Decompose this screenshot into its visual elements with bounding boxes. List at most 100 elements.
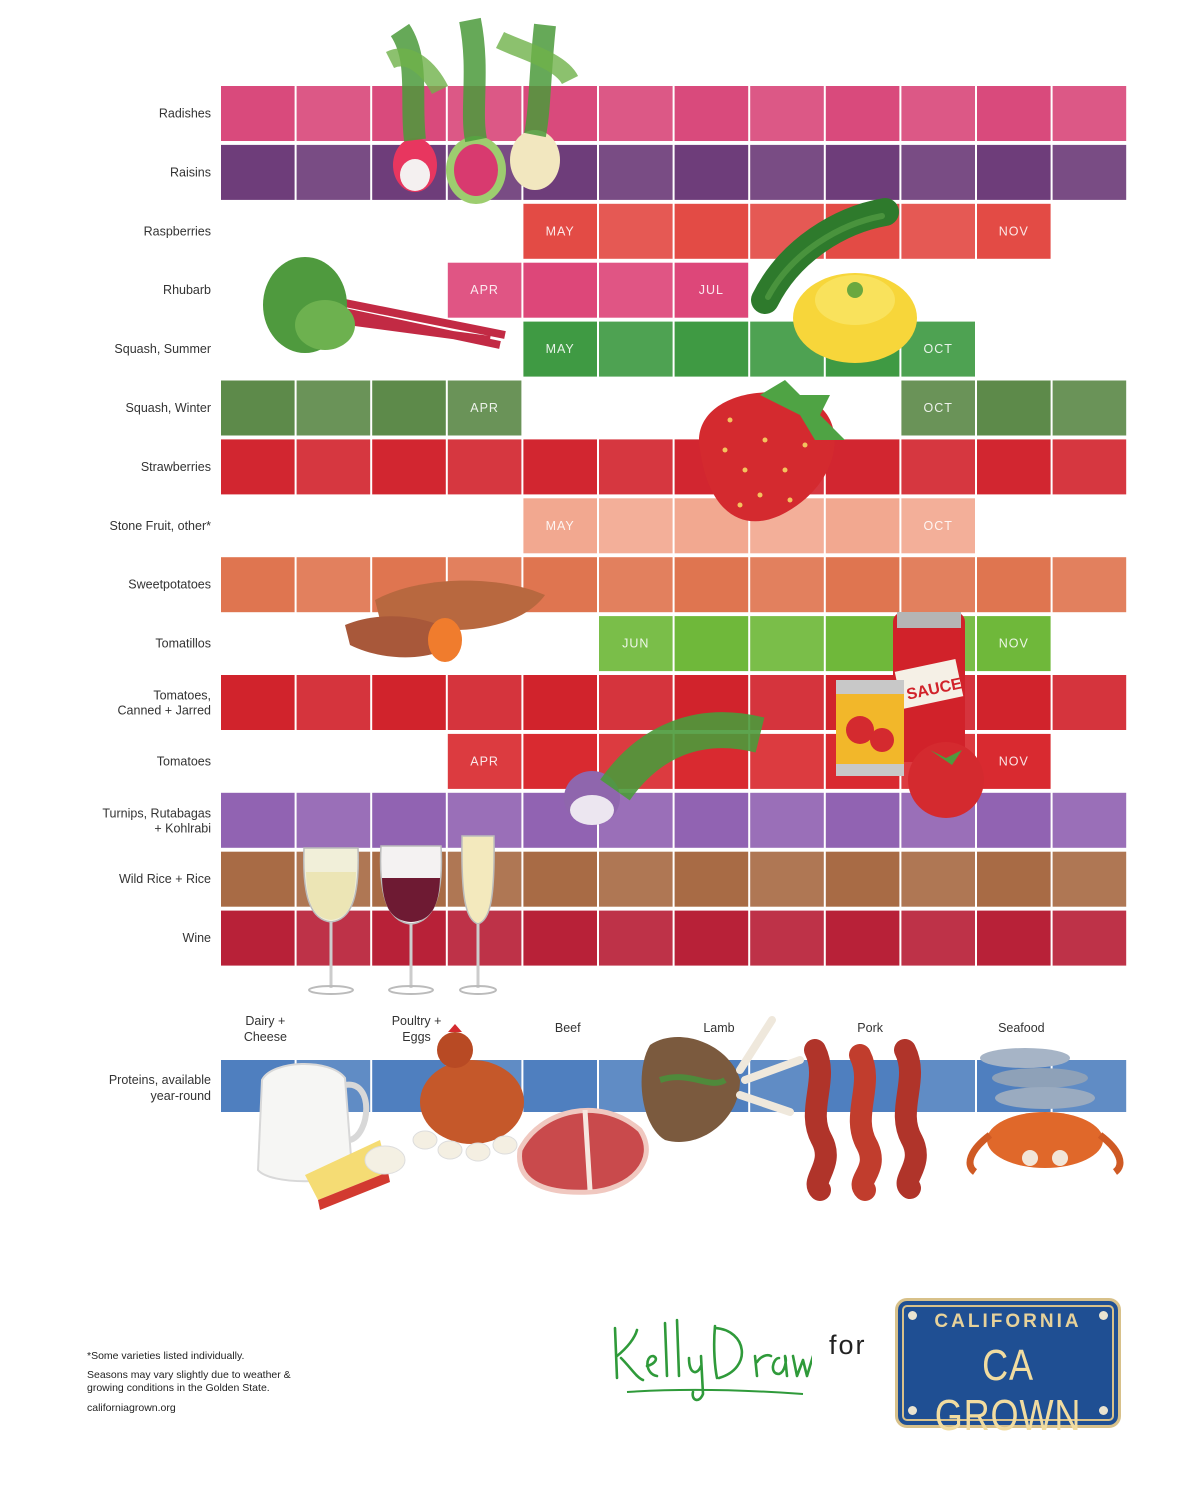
season-cell [447,733,522,789]
season-cell [221,792,295,848]
season-cell [599,203,673,259]
row-label: Tomatoes, [153,689,211,703]
season-cell [901,86,975,141]
bolt-icon [908,1311,917,1320]
footnote-varieties: *Some varieties listed individually. [87,1350,245,1362]
crab-icon [966,1112,1124,1175]
season-cell [977,86,1051,141]
season-cell [750,792,824,848]
start-month-label: MAY [546,519,575,533]
season-cell [674,792,749,848]
end-month-label: OCT [924,401,953,415]
kellydraws-signature-logo [613,1318,812,1402]
season-cell [674,203,749,259]
season-cell [825,910,900,966]
chart-rows: Radishes Raisins Raspberries MAY NOV Rhubarb A… [102,86,1127,966]
row-label: Tomatoes [157,754,211,768]
season-cell [674,557,749,613]
season-cell [674,144,749,200]
season-row: Squash, Winter APR OCT [126,380,1127,436]
credit-for-text: for [829,1330,867,1360]
season-cell [523,498,597,554]
season-cell [901,380,975,436]
row-label: Turnips, Rutabagas [102,806,211,820]
season-cell [1052,86,1127,141]
protein-label: Poultry + [392,1014,442,1028]
season-cell [674,262,749,318]
season-cell [447,675,522,730]
row-label: Raspberries [144,224,211,238]
seasonality-chart: Radishes Raisins Raspberries MAY NOV Rhubarb A… [102,17,1127,1210]
protein-label-line2: Eggs [402,1030,431,1044]
season-cell [447,380,522,436]
season-cell [750,851,824,907]
season-cell [1052,910,1127,966]
season-cell [1052,439,1127,495]
season-cell [296,792,371,848]
season-row: Stone Fruit, other* MAY OCT [110,498,975,554]
season-cell [901,144,975,200]
tomato-can-icon [836,680,904,776]
season-cell [825,792,900,848]
season-cell [221,144,295,200]
season-cell [825,616,900,672]
champagne-icon [459,835,497,995]
season-cell [523,910,597,966]
season-cell [221,851,295,907]
season-row: Tomatoes,Canned + Jarred [118,675,1127,730]
season-cell [372,792,446,848]
season-cell [977,792,1051,848]
season-cell [447,262,522,318]
season-cell [599,321,673,377]
bolt-icon [1099,1311,1108,1320]
season-cell [750,733,824,789]
season-cell [599,675,673,730]
footnote-url[interactable]: californiagrown.org [87,1402,176,1414]
zucchini-icon [751,198,899,314]
season-row: Sweetpotatoes [128,557,1127,613]
strawberry-icon [699,380,845,522]
start-month-label: MAY [546,224,575,238]
plate-main-text: CA GROWN [934,1341,1082,1440]
season-cell [296,86,371,141]
season-cell [523,439,597,495]
season-cell [674,851,749,907]
row-label: Raisins [170,165,211,179]
season-cell [901,498,975,554]
season-cell [977,616,1051,672]
season-cell [977,439,1051,495]
rhubarb-icon [263,257,506,353]
sweetpotato-icon [345,580,545,662]
row-label: Radishes [159,107,211,121]
season-cell [599,439,673,495]
chicken-icon [412,1024,524,1162]
row-label: Squash, Summer [114,342,211,356]
season-cell [296,439,371,495]
row-label: Wine [183,931,212,945]
row-label-line2: + Kohlrabi [154,821,211,835]
bolt-icon [1099,1406,1108,1415]
season-cell [825,498,900,554]
season-row: Raisins [170,144,1127,200]
protein-label: Dairy + [245,1014,285,1028]
season-cell [1052,557,1127,613]
season-cell [901,203,975,259]
bolt-icon [908,1406,917,1415]
season-cell [901,910,975,966]
season-cell [1052,144,1127,200]
season-cell [372,675,446,730]
season-row: Rhubarb APR JUL [163,262,749,318]
season-cell [977,910,1051,966]
fish-icon [980,1048,1095,1109]
plate-state-text: CALIFORNIA [934,1311,1082,1332]
season-cell [750,910,824,966]
season-cell [523,675,597,730]
season-cell [296,557,371,613]
ca-grown-license-plate-logo: CALIFORNIA CA GROWN [895,1298,1121,1440]
season-cell [523,321,597,377]
protein-label: Pork [857,1021,883,1035]
pattypan-squash-icon [793,273,917,363]
row-label: Strawberries [141,460,211,474]
season-cell [825,86,900,141]
season-cell [977,144,1051,200]
